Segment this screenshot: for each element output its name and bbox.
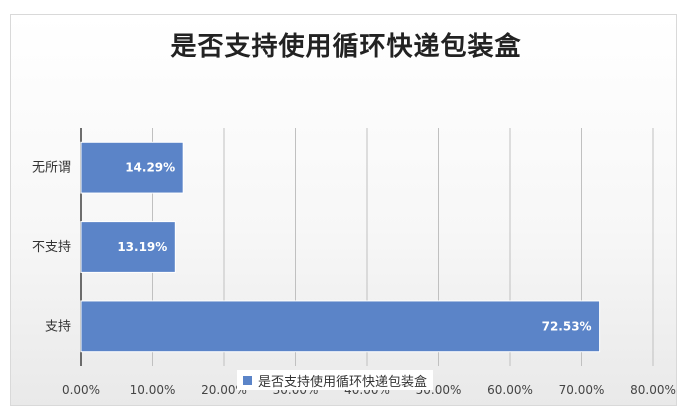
chart-title: 是否支持使用循环快递包装盒	[170, 32, 522, 62]
x-tick-label: 10.00%	[130, 383, 176, 397]
category-label: 支持	[45, 319, 71, 334]
data-label: 13.19%	[117, 240, 167, 254]
category-label: 不支持	[32, 240, 71, 255]
legend-swatch	[243, 375, 252, 385]
x-tick-label: 20.00%	[201, 383, 247, 397]
bar	[80, 221, 176, 273]
legend-label: 是否支持使用循环快递包装盒	[258, 374, 428, 390]
data-label: 72.53%	[542, 319, 592, 333]
x-tick-label: 80.00%	[630, 383, 676, 397]
data-label: 14.29%	[125, 161, 175, 175]
x-tick-label: 60.00%	[487, 383, 533, 397]
legend: 是否支持使用循环快递包装盒	[237, 370, 434, 390]
bar	[80, 141, 184, 194]
x-tick-label: 70.00%	[559, 383, 605, 397]
bar	[80, 300, 601, 353]
x-tick-label: 0.00%	[62, 383, 100, 397]
category-label: 无所谓	[32, 161, 71, 176]
